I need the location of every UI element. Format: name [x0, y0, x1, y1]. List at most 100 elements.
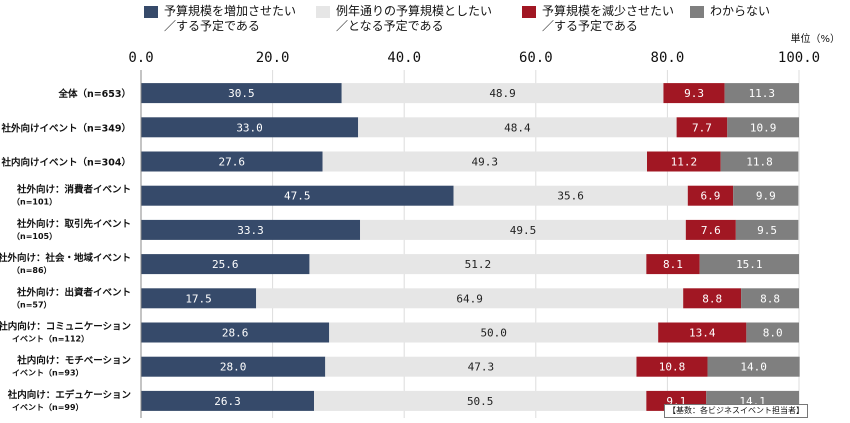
bar-segment — [141, 83, 342, 104]
bar-segment — [646, 254, 700, 275]
data-label: 49.3 — [472, 156, 499, 169]
data-label: 50.5 — [467, 395, 494, 408]
bar-segment — [720, 151, 799, 172]
data-label: 64.9 — [456, 292, 483, 305]
data-label: 33.3 — [237, 224, 264, 237]
x-tick-label: 40.0 — [387, 50, 421, 66]
bar-segment — [733, 185, 799, 206]
data-label: 47.3 — [468, 361, 495, 374]
bar-segment — [141, 288, 257, 309]
category-label: 社外向けイベント（n=349） — [0, 122, 131, 134]
data-label: 6.9 — [701, 190, 721, 203]
bar-segment — [141, 390, 315, 411]
data-label: 28.6 — [222, 327, 249, 340]
bar-segment — [735, 219, 799, 240]
data-label: 11.2 — [671, 156, 698, 169]
bar-segment — [683, 288, 742, 309]
data-label: 28.0 — [220, 361, 247, 374]
bar-segment — [699, 254, 799, 275]
legend-swatch-decrease — [522, 6, 536, 18]
data-label: 14.0 — [740, 361, 767, 374]
data-label: 9.3 — [684, 87, 704, 100]
bar-segment — [141, 254, 310, 275]
legend-label-same-2: ／となる予定である — [336, 19, 444, 33]
bar-segment — [636, 356, 708, 377]
bar-segment — [314, 390, 647, 411]
legend-swatch-increase — [144, 6, 158, 18]
data-label: 8.1 — [663, 258, 683, 271]
bar-segment — [741, 288, 799, 309]
data-label: 50.0 — [480, 327, 507, 340]
bar-segment — [647, 151, 721, 172]
data-label: 11.3 — [749, 87, 776, 100]
bar-segment — [358, 117, 677, 138]
data-label: 7.7 — [692, 121, 712, 134]
bar-segment — [453, 185, 688, 206]
category-label: 社内向けイベント（n=304） — [0, 157, 131, 169]
bar-segment — [658, 322, 747, 343]
data-label: 13.4 — [689, 327, 716, 340]
bar-segment — [322, 151, 648, 172]
data-label: 8.8 — [760, 292, 780, 305]
bar-segment — [341, 83, 664, 104]
bar-segment — [141, 356, 326, 377]
legend-label-decrease-2: ／する予定である — [542, 19, 638, 33]
data-label: 10.9 — [750, 121, 777, 134]
bar-segment — [707, 356, 800, 377]
category-sublabel: （n=101） — [12, 197, 57, 207]
bar-segment — [256, 288, 684, 309]
category-label: 社外向け：出資者イベント — [16, 286, 131, 298]
category-label: 全体（n=653） — [57, 88, 131, 100]
legend-swatch-same — [316, 6, 330, 18]
legend-label-same-1: 例年通りの予算規模としたい — [336, 4, 493, 18]
legend-label-increase-1: 予算規模を増加させたい — [164, 4, 297, 18]
data-label: 26.3 — [214, 395, 241, 408]
data-label: 9.5 — [757, 224, 777, 237]
legend-same: 例年通りの予算規模としたい ／となる予定である — [316, 4, 492, 34]
category-sublabel: （n=57） — [12, 299, 52, 309]
data-label: 11.8 — [746, 156, 773, 169]
data-label: 35.6 — [557, 190, 584, 203]
bar-segment — [325, 356, 637, 377]
category-label: 社内向け：モチベーション — [16, 355, 131, 367]
x-tick-label: 20.0 — [256, 50, 290, 66]
data-label: 8.8 — [702, 292, 722, 305]
category-label: 社内向け：コミュニケーション — [0, 321, 131, 333]
category-sublabel: イベント（n=112） — [12, 334, 89, 344]
data-label: 17.5 — [185, 292, 212, 305]
data-label: 15.1 — [736, 258, 763, 271]
x-tick-label: 60.0 — [519, 50, 553, 66]
legend-unknown: わからない — [690, 4, 770, 19]
bar-segment — [727, 117, 799, 138]
data-label: 33.0 — [236, 121, 263, 134]
unit-label: 単位（%） — [790, 34, 840, 45]
bar-segment — [676, 117, 728, 138]
bar-segment — [329, 322, 659, 343]
data-label: 10.8 — [659, 361, 686, 374]
data-label: 30.5 — [228, 87, 255, 100]
legend-label-increase-2: ／する予定である — [164, 19, 260, 33]
bar-segment — [141, 117, 359, 138]
data-label: 9.9 — [756, 190, 776, 203]
category-label: 社内向け：エデュケーション — [7, 389, 131, 401]
category-sublabel: イベント（n=99） — [12, 402, 84, 412]
bar-segment — [685, 219, 736, 240]
bar-segment — [141, 219, 361, 240]
data-label: 47.5 — [284, 190, 311, 203]
legend-swatch-unknown — [690, 6, 704, 18]
data-label: 48.9 — [489, 87, 516, 100]
data-label: 51.2 — [465, 258, 492, 271]
bar-segment — [141, 322, 330, 343]
data-label: 7.6 — [701, 224, 721, 237]
category-sublabel: （n=105） — [12, 231, 57, 241]
legend-increase: 予算規模を増加させたい ／する予定である — [144, 4, 296, 34]
legend-decrease: 予算規模を減少させたい ／する予定である — [522, 4, 674, 34]
bar-segment — [360, 219, 686, 240]
x-tick-label: 0.0 — [128, 50, 153, 66]
data-label: 48.4 — [504, 121, 531, 134]
x-tick-label: 80.0 — [651, 50, 685, 66]
x-tick-label: 100.0 — [778, 50, 820, 66]
data-label: 49.5 — [510, 224, 537, 237]
category-label: 社外向け：取引先イベント — [16, 218, 131, 230]
